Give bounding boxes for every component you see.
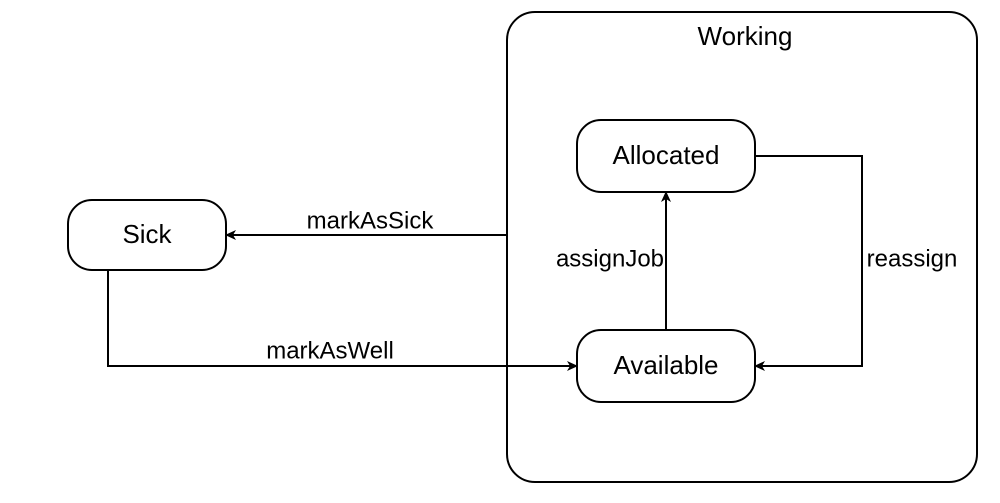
state-diagram: Working Sick Allocated Available markAsS… — [0, 0, 1000, 503]
edge-mark-as-sick-label: markAsSick — [307, 207, 435, 234]
state-allocated-label: Allocated — [613, 140, 720, 170]
edge-reassign — [755, 156, 862, 366]
edge-reassign-label: reassign — [867, 245, 958, 272]
edge-assign-job-label: assignJob — [556, 245, 664, 272]
edge-mark-as-well-label: markAsWell — [266, 337, 394, 364]
state-available-label: Available — [613, 350, 718, 380]
state-sick-label: Sick — [122, 219, 172, 249]
state-working-label: Working — [698, 21, 793, 51]
